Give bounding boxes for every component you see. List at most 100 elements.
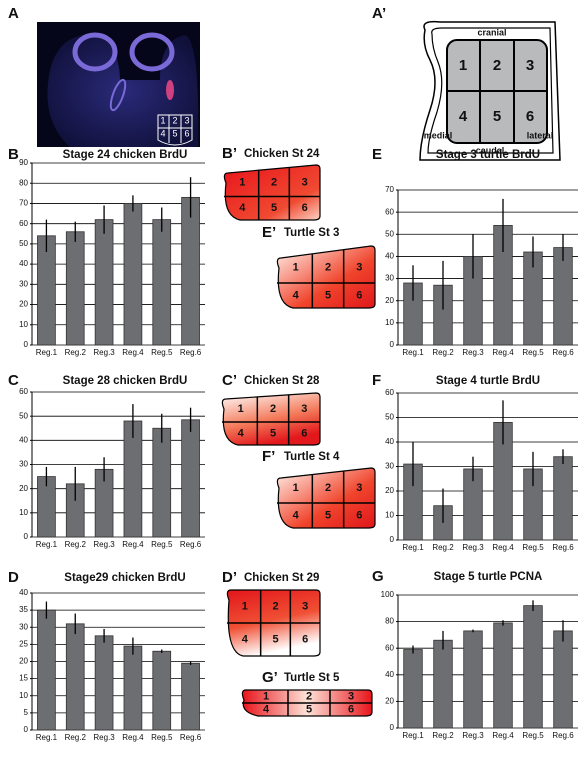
region-number: 6	[356, 509, 362, 521]
x-tick-label: Reg.3	[93, 733, 115, 742]
y-tick-label: 90	[19, 158, 28, 167]
panel-label: F	[372, 372, 381, 389]
region-number: 6	[526, 108, 534, 125]
x-tick-label: Reg.6	[552, 348, 574, 357]
region-number: 6	[184, 128, 189, 138]
region-number: 4	[263, 703, 270, 715]
x-tick-label: Reg.4	[122, 733, 144, 742]
panel-label: G’	[262, 669, 278, 686]
x-tick-label: Reg.6	[180, 733, 202, 742]
y-tick-label: 40	[19, 435, 28, 444]
y-tick-label: 40	[19, 588, 28, 597]
region-number: 1	[263, 690, 269, 702]
diagram-title: Turtle St 3	[284, 227, 339, 239]
y-tick-label: 30	[19, 279, 28, 288]
chart-title: Stage 3 turtle BrdU	[436, 149, 540, 161]
panel-label: B	[8, 146, 19, 163]
x-tick-label: Reg.2	[65, 540, 87, 549]
x-tick-label: Reg.5	[151, 733, 173, 742]
y-tick-label: 30	[19, 622, 28, 631]
x-tick-label: Reg.4	[492, 543, 514, 552]
bar	[66, 232, 84, 345]
x-tick-label: Reg.5	[151, 540, 173, 549]
region-number: 5	[271, 202, 277, 214]
bar	[554, 248, 573, 345]
x-tick-label: Reg.3	[93, 348, 115, 357]
region-number: 4	[238, 427, 245, 439]
y-tick-label: 50	[19, 239, 28, 248]
region-number: 6	[348, 703, 354, 715]
bar	[153, 220, 171, 345]
region-number: 5	[325, 509, 331, 521]
y-tick-label: 30	[19, 460, 28, 469]
region-number: 2	[272, 600, 278, 612]
y-tick-label: 40	[385, 670, 394, 679]
region-number: 3	[302, 600, 308, 612]
region-number: 3	[356, 482, 362, 494]
region-number: 3	[301, 403, 307, 415]
panel-label: B’	[222, 145, 237, 162]
panel-label: D	[8, 569, 19, 586]
y-tick-label: 30	[385, 462, 394, 471]
y-tick-label: 60	[19, 219, 28, 228]
panel-label: E	[372, 146, 382, 163]
bar	[434, 640, 453, 728]
bar	[37, 610, 55, 730]
chart-title: Stage 24 chicken BrdU	[63, 149, 188, 161]
y-tick-label: 10	[19, 691, 28, 700]
x-tick-label: Reg.2	[65, 348, 87, 357]
x-tick-label: Reg.6	[552, 731, 574, 740]
y-tick-label: 10	[19, 508, 28, 517]
chart-title: Stage 4 turtle BrdU	[436, 375, 540, 387]
bar	[124, 203, 142, 345]
x-tick-label: Reg.6	[552, 543, 574, 552]
bar	[95, 220, 113, 345]
structure	[166, 80, 174, 100]
diagram-title: Chicken St 28	[244, 375, 320, 387]
x-tick-label: Reg.5	[522, 348, 544, 357]
y-tick-label: 25	[19, 639, 28, 648]
y-tick-label: 70	[19, 199, 28, 208]
region-number: 5	[270, 427, 276, 439]
region-number: 3	[348, 690, 354, 702]
region-number: 4	[239, 202, 246, 214]
bar	[494, 623, 513, 728]
y-tick-label: 0	[24, 532, 29, 541]
x-tick-label: Reg.3	[462, 348, 484, 357]
chart-title: Stage29 chicken BrdU	[64, 572, 185, 584]
y-tick-label: 0	[390, 723, 395, 732]
region-number: 3	[302, 177, 308, 189]
x-tick-label: Reg.2	[65, 733, 87, 742]
bar	[554, 631, 573, 728]
region-number: 5	[493, 108, 501, 125]
y-tick-label: 20	[385, 486, 394, 495]
region-number: 6	[356, 289, 362, 301]
y-tick-label: 0	[24, 725, 29, 734]
region-number: 2	[270, 403, 276, 415]
x-tick-label: Reg.5	[522, 543, 544, 552]
diagram-title: Chicken St 24	[244, 148, 320, 160]
y-tick-label: 60	[385, 207, 394, 216]
bar	[182, 197, 200, 345]
y-tick-label: 15	[19, 674, 28, 683]
panel-label: F’	[262, 448, 275, 465]
region-number: 2	[493, 57, 501, 74]
region-number: 3	[184, 115, 189, 125]
region-number: 1	[242, 600, 248, 612]
y-tick-label: 35	[19, 605, 28, 614]
y-tick-label: 80	[385, 617, 394, 626]
bar	[95, 636, 113, 730]
region-number: 5	[306, 703, 312, 715]
direction-label: lateral	[527, 130, 554, 140]
y-tick-label: 30	[385, 274, 394, 283]
region-number: 1	[293, 482, 299, 494]
region-number: 6	[301, 427, 307, 439]
y-tick-label: 20	[19, 300, 28, 309]
diagram-title: Turtle St 4	[284, 451, 340, 463]
x-tick-label: Reg.3	[93, 540, 115, 549]
x-tick-label: Reg.2	[432, 348, 454, 357]
x-tick-label: Reg.1	[36, 540, 58, 549]
panel-label: A’	[372, 5, 386, 22]
bar	[524, 606, 543, 728]
panel-label: G	[372, 568, 384, 585]
